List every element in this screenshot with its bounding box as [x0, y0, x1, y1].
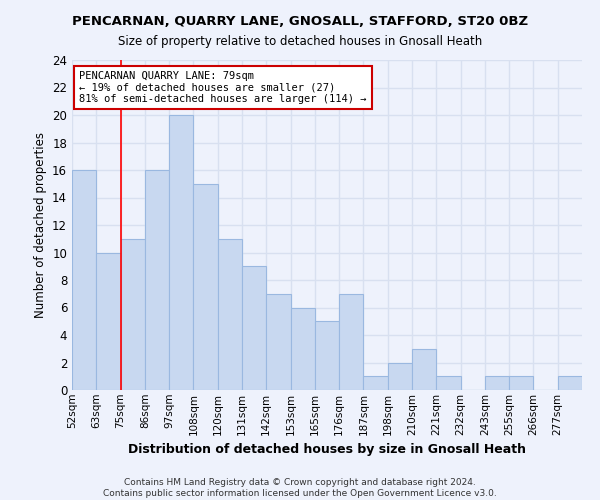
- Bar: [388, 362, 412, 390]
- Bar: [509, 376, 533, 390]
- Bar: [169, 115, 193, 390]
- Text: PENCARNAN QUARRY LANE: 79sqm
← 19% of detached houses are smaller (27)
81% of se: PENCARNAN QUARRY LANE: 79sqm ← 19% of de…: [79, 71, 367, 104]
- Y-axis label: Number of detached properties: Number of detached properties: [34, 132, 47, 318]
- Text: Contains HM Land Registry data © Crown copyright and database right 2024.
Contai: Contains HM Land Registry data © Crown c…: [103, 478, 497, 498]
- Bar: [72, 170, 96, 390]
- Bar: [290, 308, 315, 390]
- Text: Size of property relative to detached houses in Gnosall Heath: Size of property relative to detached ho…: [118, 35, 482, 48]
- Bar: [242, 266, 266, 390]
- Bar: [485, 376, 509, 390]
- Bar: [315, 322, 339, 390]
- Bar: [558, 376, 582, 390]
- Bar: [364, 376, 388, 390]
- Bar: [96, 252, 121, 390]
- Bar: [121, 239, 145, 390]
- Bar: [412, 349, 436, 390]
- Bar: [218, 239, 242, 390]
- X-axis label: Distribution of detached houses by size in Gnosall Heath: Distribution of detached houses by size …: [128, 443, 526, 456]
- Bar: [193, 184, 218, 390]
- Bar: [339, 294, 364, 390]
- Bar: [266, 294, 290, 390]
- Bar: [436, 376, 461, 390]
- Text: PENCARNAN, QUARRY LANE, GNOSALL, STAFFORD, ST20 0BZ: PENCARNAN, QUARRY LANE, GNOSALL, STAFFOR…: [72, 15, 528, 28]
- Bar: [145, 170, 169, 390]
